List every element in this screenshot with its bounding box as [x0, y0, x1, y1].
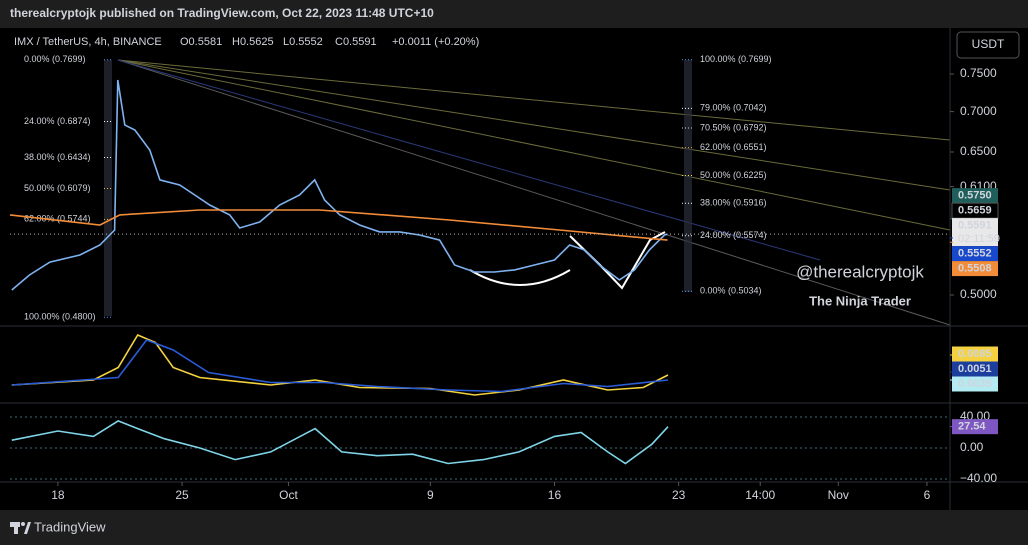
- y-tick-label: 0.6500: [960, 144, 997, 158]
- x-tick-label: 25: [175, 488, 189, 502]
- symbol: IMX / TetherUS, 4h, BINANCE: [14, 36, 162, 48]
- currency[interactable]: USDT: [972, 37, 1005, 51]
- price-tag: [952, 376, 998, 392]
- fib-label: 100.00% (0.4800): [24, 312, 96, 322]
- x-tick-label: 23: [672, 488, 686, 502]
- x-tick-label: 9: [427, 488, 434, 502]
- price-tag-label: 27.54: [958, 421, 986, 433]
- x-tick-label: Oct: [279, 488, 298, 502]
- fib-label: 70.50% (0.6792): [700, 122, 767, 132]
- fib-label: 62.00% (0.6551): [700, 142, 767, 152]
- price-tag-label: 0.0035: [958, 378, 992, 390]
- header-bar: [0, 0, 1028, 28]
- fib-label: 100.00% (0.7699): [700, 54, 772, 64]
- series-line: [11, 79, 668, 291]
- fib-label: 62.00% (0.5744): [24, 214, 91, 224]
- x-tick-label: 6: [924, 488, 931, 502]
- fib-label: 24.00% (0.6874): [24, 116, 91, 126]
- x-tick-label: 18: [51, 488, 65, 502]
- y-tick-label: 0.00: [960, 440, 984, 454]
- x-tick-label: 14:00: [745, 488, 775, 502]
- cup-arc: [469, 269, 571, 286]
- price-tag-label: 0.0085: [958, 348, 992, 360]
- fib-label: 24.00% (0.5574): [700, 230, 767, 240]
- header-text: therealcryptojk published on TradingView…: [10, 6, 434, 20]
- price-tag-label: 0.5659: [958, 205, 992, 217]
- fib-label: 0.00% (0.5034): [700, 286, 762, 296]
- tv-logo: [10, 522, 31, 534]
- y-tick-label: −40.00: [960, 471, 997, 485]
- price-tag-label: 0.5591: [958, 220, 992, 232]
- price-tag-label: 0.0051: [958, 363, 992, 375]
- high: H0.5625: [232, 36, 274, 48]
- open: O0.5581: [180, 36, 222, 48]
- fib-label: 50.00% (0.6225): [700, 170, 767, 180]
- fib-label: 79.00% (0.7042): [700, 103, 767, 113]
- series-line: [11, 420, 669, 465]
- price-tag: [952, 346, 998, 362]
- chart-area: [0, 28, 1028, 510]
- watermark-handle: @therealcryptojk: [796, 262, 924, 281]
- price-tag: [952, 246, 998, 262]
- price-tag: [952, 361, 998, 377]
- series-line: [11, 333, 669, 396]
- price-tag: [952, 261, 998, 277]
- price-tag-label: 0.5552: [958, 248, 992, 260]
- y-tick-label: 0.7500: [960, 66, 997, 80]
- fib-label: 50.00% (0.6079): [24, 183, 91, 193]
- series-line: [11, 339, 669, 393]
- x-tick-label: Nov: [828, 488, 849, 502]
- close: C0.5591: [335, 36, 377, 48]
- watermark-name: The Ninja Trader: [809, 293, 911, 308]
- fib-label: 38.00% (0.6434): [24, 152, 91, 162]
- y-tick-label: 0.5000: [960, 287, 997, 301]
- price-tag: [952, 188, 998, 204]
- fib-label: 38.00% (0.5916): [700, 198, 767, 208]
- fib-label: 0.00% (0.7699): [24, 54, 86, 64]
- price-tag: [952, 218, 998, 247]
- currency-button[interactable]: [956, 31, 1020, 59]
- series-line: [9, 209, 668, 241]
- countdown: 02:11:59: [958, 233, 1000, 245]
- change: +0.0011 (+0.20%): [392, 36, 479, 48]
- price-tag-label: 0.5508: [958, 263, 992, 275]
- y-tick-label: 0.7000: [960, 104, 997, 118]
- low: L0.5552: [283, 36, 323, 48]
- price-tag: [952, 419, 998, 435]
- fan-lines: [117, 59, 951, 326]
- footer-bar: [0, 510, 1028, 545]
- price-tag-label: 0.5750: [958, 190, 992, 202]
- footer-brand: TradingView: [34, 519, 106, 534]
- x-tick-label: 16: [548, 488, 562, 502]
